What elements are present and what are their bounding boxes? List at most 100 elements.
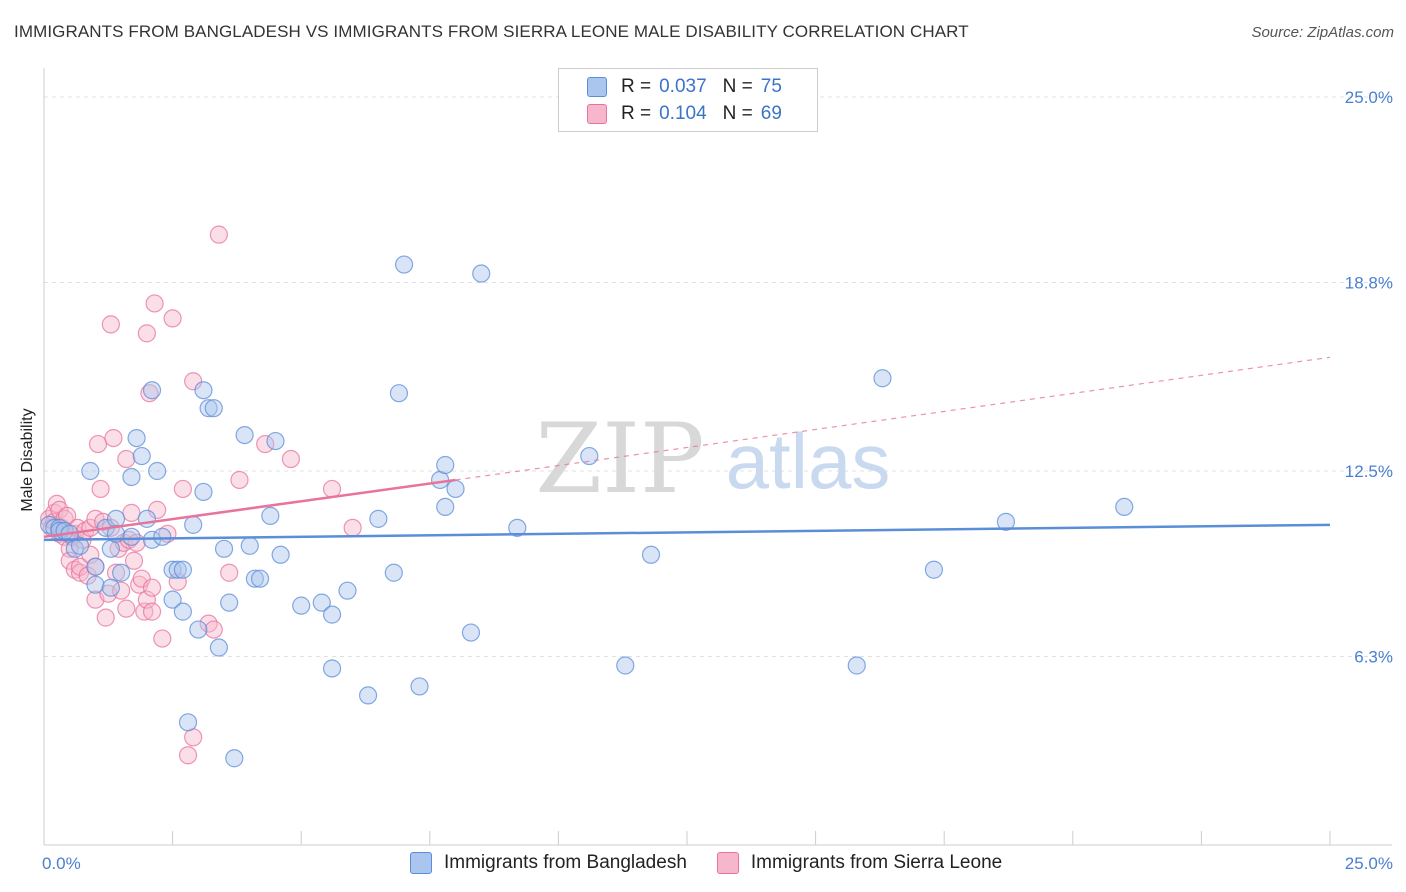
point-bangladesh bbox=[616, 656, 635, 675]
point-bangladesh bbox=[173, 560, 192, 579]
point-bangladesh bbox=[189, 620, 208, 639]
point-bangladesh bbox=[204, 399, 223, 418]
legend-row-sierra-leone: R = 0.104 N = 69 bbox=[587, 102, 798, 126]
point-sierra-leone bbox=[132, 569, 151, 588]
stats-legend: R = 0.037 N = 75 R = 0.104 N = 69 bbox=[558, 68, 818, 132]
point-bangladesh bbox=[358, 686, 378, 705]
point-bangladesh bbox=[209, 638, 228, 657]
point-sierra-leone bbox=[148, 500, 167, 519]
point-bangladesh bbox=[261, 506, 280, 525]
point-bangladesh bbox=[86, 557, 105, 576]
point-bangladesh bbox=[580, 446, 599, 466]
point-sierra-leone bbox=[91, 479, 110, 499]
point-bangladesh bbox=[178, 713, 198, 732]
point-bangladesh bbox=[214, 539, 234, 558]
y-tick-label: 25.0% bbox=[1345, 88, 1393, 107]
point-bangladesh bbox=[194, 482, 213, 502]
legend-item-bangladesh: Immigrants from Bangladesh bbox=[410, 852, 687, 874]
point-bangladesh bbox=[235, 425, 254, 445]
tick-labels: 6.3% 12.5% 18.8% 25.0% 0.0% 25.0% bbox=[42, 88, 1393, 873]
point-bangladesh bbox=[847, 656, 866, 675]
legend-swatch-blue bbox=[410, 852, 432, 874]
point-sierra-leone bbox=[124, 551, 144, 570]
point-bangladesh bbox=[873, 369, 892, 388]
y-tick-label: 12.5% bbox=[1345, 462, 1393, 481]
point-sierra-leone bbox=[122, 503, 141, 522]
point-bangladesh bbox=[122, 527, 141, 546]
point-bangladesh bbox=[292, 596, 311, 615]
point-bangladesh bbox=[70, 536, 90, 555]
point-bangladesh bbox=[168, 560, 187, 579]
point-bangladesh bbox=[184, 515, 203, 534]
legend-n-value: 75 bbox=[760, 76, 782, 97]
point-bangladesh bbox=[86, 575, 105, 594]
legend-label-sierra-leone: Immigrants from Sierra Leone bbox=[750, 852, 1003, 873]
trend-line-bangladesh bbox=[43, 523, 1331, 542]
point-bangladesh bbox=[322, 605, 342, 624]
point-sierra-leone bbox=[137, 590, 156, 609]
point-bangladesh bbox=[250, 569, 270, 588]
point-sierra-leone bbox=[135, 602, 154, 621]
legend-n-label: N = bbox=[722, 76, 753, 97]
point-bangladesh bbox=[163, 560, 182, 579]
point-bangladesh bbox=[436, 497, 455, 517]
point-sierra-leone bbox=[137, 324, 156, 343]
point-sierra-leone bbox=[60, 551, 79, 570]
y-tick-label: 18.8% bbox=[1345, 274, 1393, 293]
point-bangladesh bbox=[163, 590, 182, 609]
point-sierra-leone bbox=[322, 479, 342, 499]
point-bangladesh bbox=[194, 381, 213, 400]
point-bangladesh bbox=[112, 563, 131, 582]
trend-line-sierra-leone-extension bbox=[455, 356, 1331, 481]
point-sierra-leone bbox=[281, 449, 301, 469]
point-sierra-leone bbox=[220, 563, 239, 582]
point-sierra-leone bbox=[163, 309, 182, 328]
trend-lines bbox=[43, 356, 1331, 542]
point-sierra-leone bbox=[199, 614, 218, 633]
legend-n-value: 69 bbox=[760, 103, 782, 124]
legend-r-value: 0.104 bbox=[659, 103, 707, 124]
point-bangladesh bbox=[322, 659, 342, 678]
point-bangladesh bbox=[461, 623, 481, 642]
legend-r-value: 0.037 bbox=[659, 76, 707, 97]
watermark: ZIP atlas bbox=[535, 403, 890, 515]
point-bangladesh bbox=[137, 509, 156, 528]
point-bangladesh bbox=[389, 384, 409, 403]
point-sierra-leone bbox=[343, 518, 362, 537]
point-bangladesh bbox=[101, 578, 120, 597]
legend-r-label: R = bbox=[621, 103, 652, 124]
point-sierra-leone bbox=[142, 578, 162, 597]
point-bangladesh bbox=[220, 593, 239, 612]
point-sierra-leone bbox=[173, 479, 192, 499]
chart-title: IMMIGRANTS FROM BANGLADESH VS IMMIGRANTS… bbox=[14, 22, 969, 41]
point-bangladesh bbox=[1115, 497, 1134, 517]
point-bangladesh bbox=[508, 518, 527, 537]
point-bangladesh bbox=[266, 431, 285, 451]
point-bangladesh bbox=[240, 536, 259, 555]
point-bangladesh bbox=[996, 512, 1016, 531]
series-bangladesh bbox=[40, 255, 1134, 768]
grid-lines bbox=[44, 96, 1392, 658]
point-bangladesh bbox=[312, 593, 331, 612]
point-bangladesh bbox=[40, 515, 59, 534]
point-sierra-leone bbox=[209, 225, 228, 244]
point-sierra-leone bbox=[145, 294, 164, 313]
legend-swatch-pink bbox=[716, 852, 739, 874]
legend-r-label: R = bbox=[621, 76, 652, 97]
point-sierra-leone bbox=[101, 315, 120, 334]
point-bangladesh bbox=[369, 509, 388, 528]
point-sierra-leone bbox=[140, 384, 159, 403]
point-bangladesh bbox=[641, 545, 661, 564]
point-bangladesh bbox=[436, 455, 455, 475]
point-bangladesh bbox=[132, 446, 151, 466]
point-bangladesh bbox=[225, 749, 244, 768]
point-bangladesh bbox=[271, 545, 290, 564]
legend-row-bangladesh: R = 0.037 N = 75 bbox=[587, 75, 798, 99]
point-sierra-leone bbox=[109, 539, 128, 558]
x-tick-label: 25.0% bbox=[1345, 854, 1393, 873]
watermark-atlas: atlas bbox=[726, 417, 891, 505]
point-sierra-leone bbox=[230, 470, 249, 490]
point-bangladesh bbox=[394, 255, 414, 274]
point-sierra-leone bbox=[204, 620, 223, 639]
